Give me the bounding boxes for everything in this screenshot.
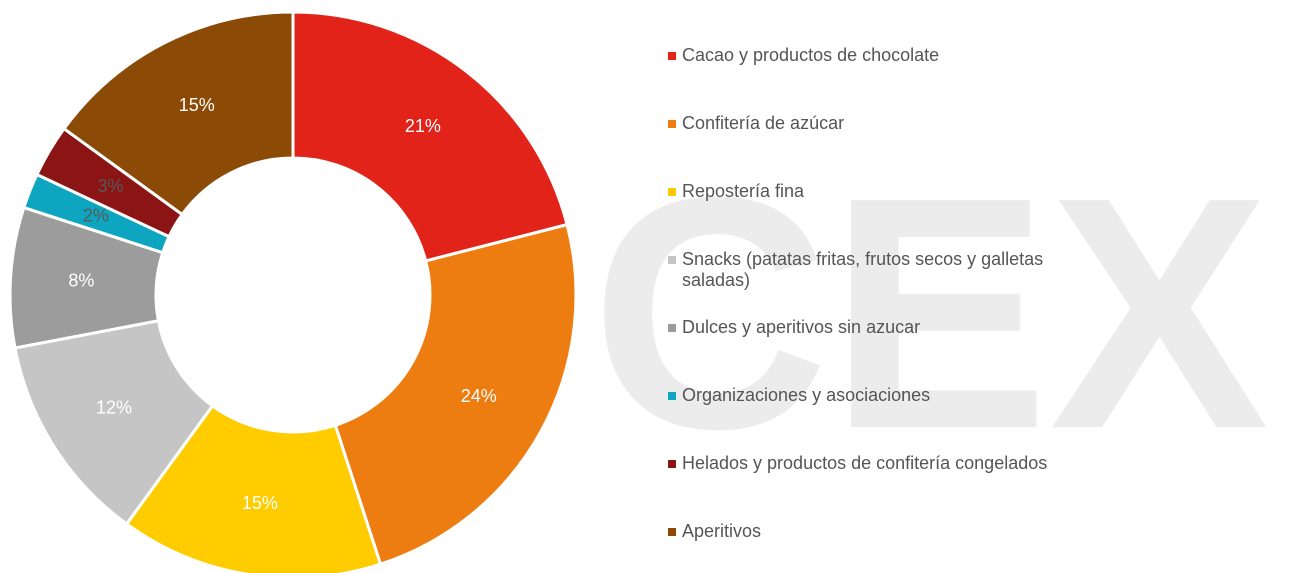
donut-slice xyxy=(13,318,215,527)
legend-swatch xyxy=(668,120,676,128)
data-label: 15% xyxy=(242,493,278,513)
donut-slice xyxy=(291,10,569,263)
legend-item: Confitería de azúcar xyxy=(668,113,1058,134)
data-label: 8% xyxy=(68,270,94,290)
legend-label: Repostería fina xyxy=(682,181,805,201)
watermark: CEX xyxy=(591,128,1271,497)
legend-label: Cacao y productos de chocolate xyxy=(682,45,940,65)
legend-swatch xyxy=(668,188,676,196)
legend-label: Aperitivos xyxy=(682,521,762,541)
legend-item: Dulces y aperitivos sin azucar xyxy=(668,317,1058,338)
legend-item: Snacks (patatas fritas, frutos secos y g… xyxy=(668,249,1058,291)
legend-item: Aperitivos xyxy=(668,521,1058,542)
data-label: 3% xyxy=(98,176,124,196)
legend-item: Organizaciones y asociaciones xyxy=(668,385,1058,406)
legend-swatch xyxy=(668,256,676,264)
data-label: 2% xyxy=(83,206,109,226)
donut-slice xyxy=(124,403,383,573)
legend-label: Confitería de azúcar xyxy=(682,113,845,133)
legend-label: Helados y productos de confitería congel… xyxy=(682,453,1048,473)
donut-slice xyxy=(333,222,578,567)
legend-swatch xyxy=(668,52,676,60)
donut-slice xyxy=(61,10,295,217)
legend-item: Repostería fina xyxy=(668,181,1058,202)
data-label: 15% xyxy=(179,95,215,115)
legend-label: Dulces y aperitivos sin azucar xyxy=(682,317,921,337)
data-label: 21% xyxy=(405,116,441,136)
legend-swatch xyxy=(668,392,676,400)
legend-item: Cacao y productos de chocolate xyxy=(668,45,1058,66)
legend-label: Organizaciones y asociaciones xyxy=(682,385,931,405)
legend-label: Snacks (patatas fritas, frutos secos y g… xyxy=(682,249,1044,290)
legend-swatch xyxy=(668,324,676,332)
legend-swatch xyxy=(668,460,676,468)
data-label: 12% xyxy=(96,397,132,417)
legend-swatch xyxy=(668,528,676,536)
data-label: 24% xyxy=(461,386,497,406)
legend-item: Helados y productos de confitería congel… xyxy=(668,453,1058,474)
